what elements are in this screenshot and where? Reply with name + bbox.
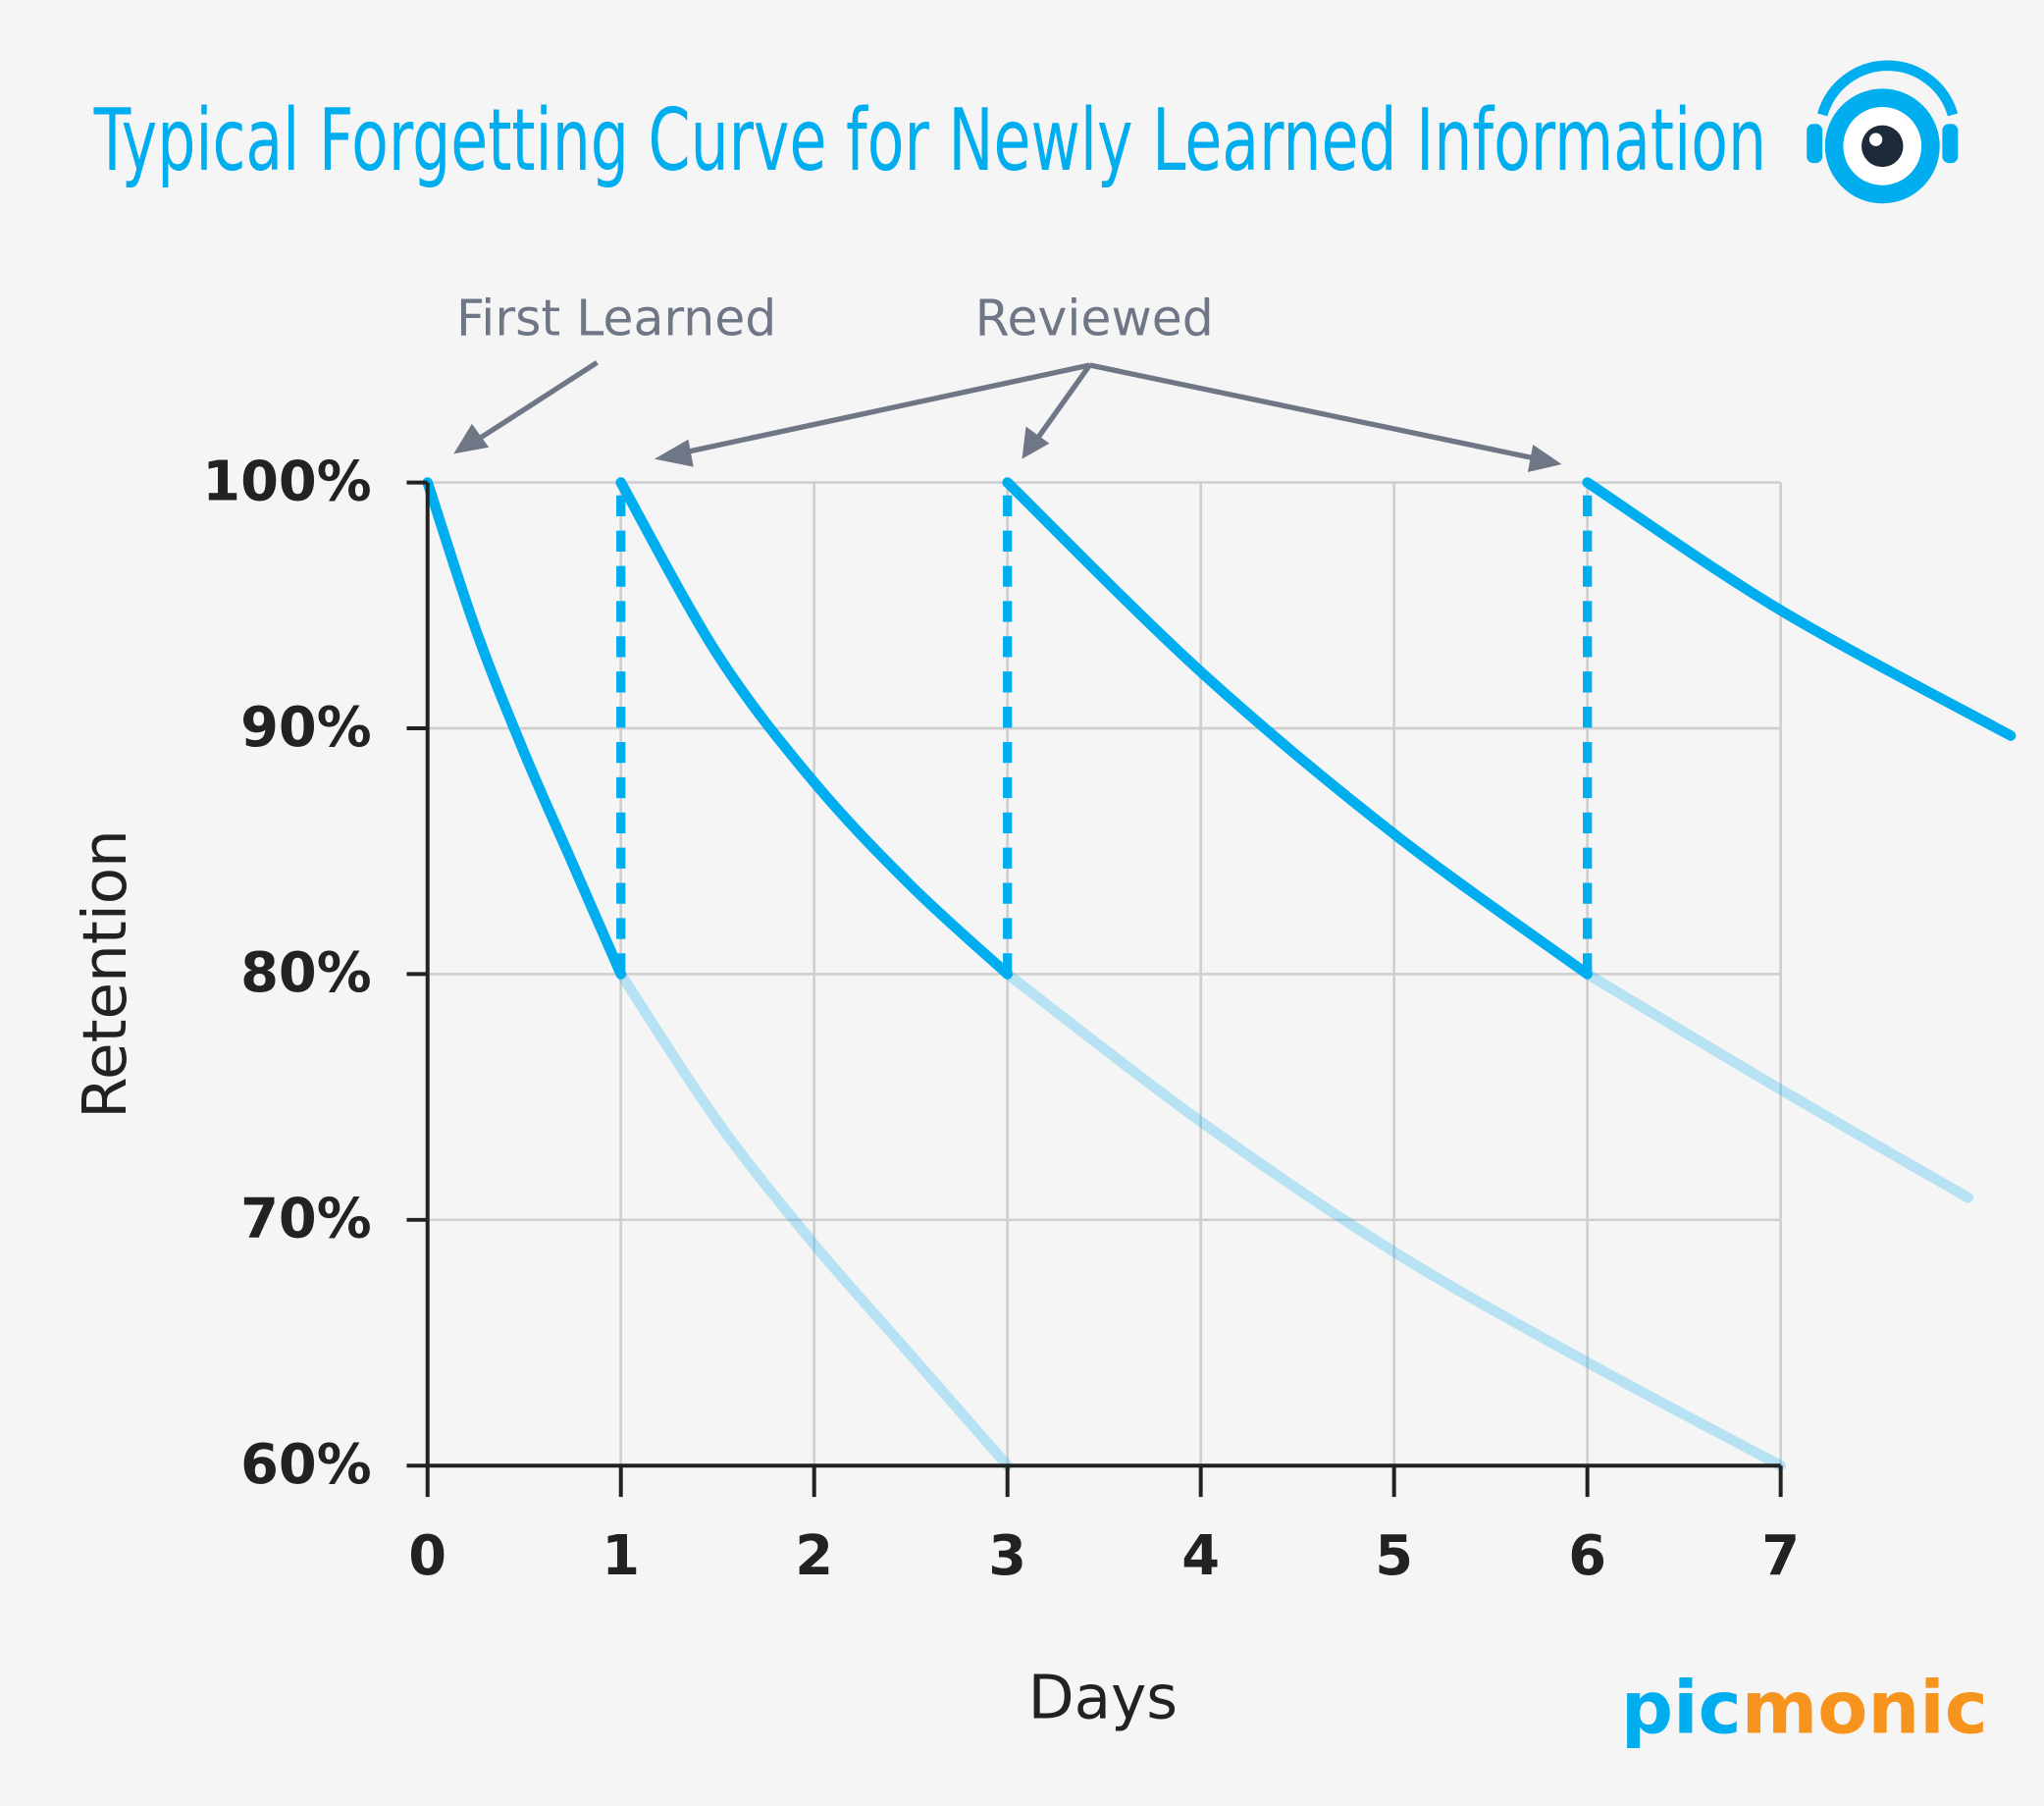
- grid: [426, 481, 1782, 1467]
- axes: 60% 70% 80% 90% 100% 0 1 2 3 4 5 6 7: [202, 450, 1800, 1588]
- retention-curve: [1002, 969, 1786, 1471]
- x-axis-label: Days: [1028, 1663, 1178, 1732]
- y-tick-label: 100%: [202, 450, 371, 513]
- retention-curve: [1582, 477, 2017, 741]
- y-tick-label: 90%: [240, 696, 372, 760]
- annotation-arrows: [453, 360, 1562, 472]
- retention-curve: [1002, 477, 1593, 980]
- x-tick-label: 3: [988, 1524, 1026, 1588]
- x-tick-label: 5: [1375, 1524, 1413, 1588]
- eye-logo: [1807, 60, 1959, 204]
- brand-part: monic: [1742, 1665, 1988, 1750]
- x-tick-label: 4: [1181, 1524, 1220, 1588]
- retention-curve: [615, 477, 1014, 980]
- annotation: Reviewed: [975, 290, 1214, 347]
- x-tick-label: 6: [1568, 1524, 1606, 1588]
- x-tick-label: 2: [795, 1524, 833, 1588]
- y-tick-label: 70%: [240, 1188, 372, 1251]
- x-tick-label: 7: [1761, 1524, 1800, 1588]
- x-tick-label: 1: [602, 1524, 640, 1588]
- chart-title: Typical Forgetting Curve for Newly Learn…: [93, 90, 1766, 190]
- brand-part: pic: [1621, 1665, 1742, 1750]
- retention-curve: [615, 969, 1014, 1471]
- retention-curve: [1582, 969, 1974, 1203]
- retention-curve: [422, 477, 627, 980]
- y-tick-label: 80%: [240, 941, 372, 1005]
- y-axis-label: Retention: [71, 829, 140, 1119]
- lines: [422, 477, 2017, 1471]
- x-tick-label: 0: [408, 1524, 446, 1588]
- annotation: First Learned: [456, 290, 776, 347]
- brand: picmonic: [1621, 1665, 1988, 1750]
- y-tick-label: 60%: [240, 1433, 372, 1497]
